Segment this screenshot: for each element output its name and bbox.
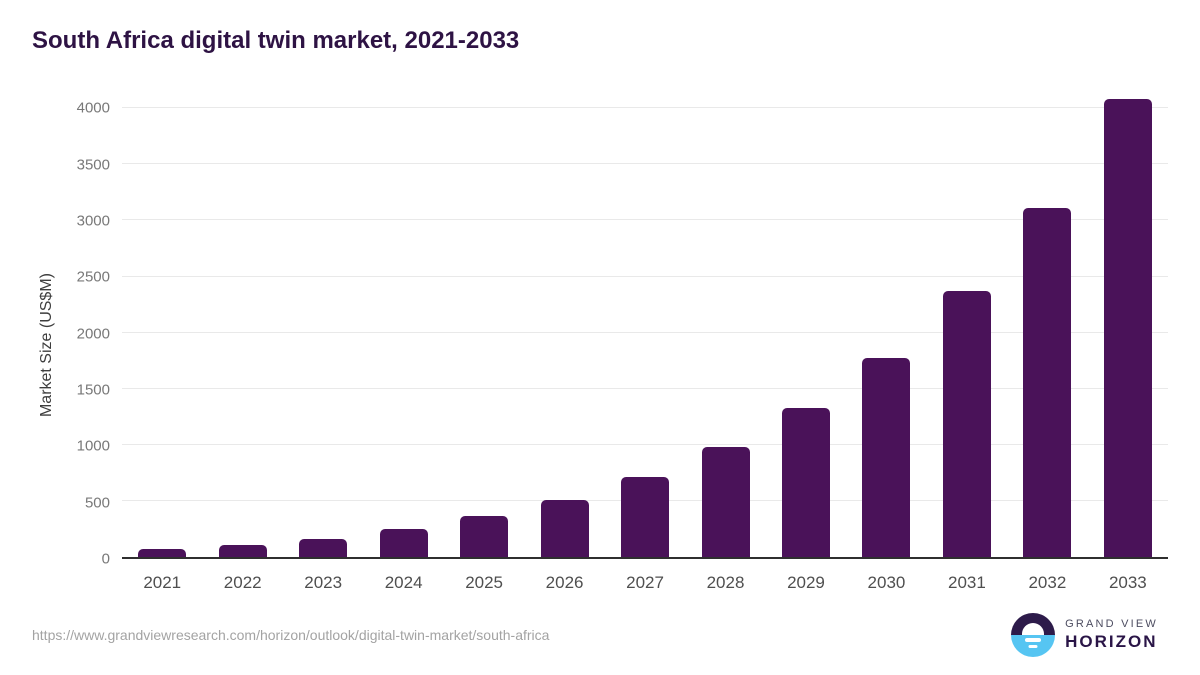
- x-tick-label: 2031: [948, 573, 986, 592]
- gridline: [122, 443, 1168, 445]
- x-tick-label: 2024: [384, 573, 423, 592]
- x-tick-label: 2029: [787, 573, 825, 592]
- x-axis-ticks: 2021 2022 2023 2024 2025 2026 2027 2028 2029 2030…: [122, 559, 1168, 593]
- grand-view-horizon-logo: GRAND VIEW HORIZON: [1011, 613, 1158, 657]
- x-tick-label: 2027: [626, 573, 664, 592]
- bar-2025: [460, 516, 509, 557]
- x-tick-label: 2026: [545, 573, 584, 592]
- bar-2031: [942, 291, 991, 557]
- x-tick-label: 2025: [465, 573, 504, 592]
- gridline: [122, 275, 1168, 277]
- y-tick-label: 1000: [76, 437, 110, 455]
- footer: https://www.grandviewresearch.com/horizo…: [0, 613, 1200, 657]
- y-tick-label: 3500: [76, 156, 110, 174]
- sunrise-horizon-icon: [1011, 613, 1056, 657]
- bar-2032: [1023, 208, 1072, 557]
- x-tick-label: 2030: [867, 573, 906, 592]
- bar-2021: [138, 549, 187, 557]
- bar-2030: [862, 357, 911, 557]
- y-axis-title: Market Size (US$M): [38, 272, 55, 418]
- y-tick-label: 1500: [76, 381, 110, 399]
- bar-2026: [540, 499, 589, 557]
- x-tick-label: 2021: [143, 573, 182, 592]
- source-url: https://www.grandviewresearch.com/horizo…: [32, 627, 550, 643]
- y-tick-label: 3000: [76, 212, 110, 230]
- gridline: [122, 163, 1168, 165]
- bar-2029: [781, 408, 830, 557]
- bar-2027: [621, 477, 670, 557]
- gridline: [122, 219, 1168, 221]
- bar-2028: [701, 446, 750, 557]
- gridline: [122, 387, 1168, 389]
- gridline: [122, 331, 1168, 333]
- y-axis-ticks: 0 500 1000 1500 2000 2500 3000 3500 4000: [64, 97, 110, 568]
- x-tick-label: 2022: [223, 573, 262, 592]
- x-tick-label: 2023: [304, 573, 343, 592]
- chart-area: Market Size (US$M) 0 500 1000 1500 2000 2500 3…: [0, 97, 1200, 593]
- bar-2022: [218, 545, 267, 557]
- bar-2033: [1103, 99, 1152, 557]
- bar-2024: [379, 528, 428, 557]
- chart-title: South Africa digital twin market, 2021-2…: [32, 27, 520, 54]
- y-tick-label: 0: [101, 550, 110, 568]
- gridline: [122, 107, 1168, 109]
- x-tick-label: 2032: [1028, 573, 1067, 592]
- x-tick-label: 2028: [706, 573, 745, 592]
- bar-2023: [299, 539, 348, 557]
- y-tick-label: 2500: [76, 268, 110, 286]
- logo-text-grand-view: GRAND VIEW: [1065, 618, 1158, 630]
- y-tick-label: 2000: [76, 325, 110, 343]
- logo-text-horizon: HORIZON: [1065, 632, 1158, 651]
- y-tick-label: 4000: [76, 99, 110, 117]
- plot: [122, 97, 1168, 559]
- x-tick-label: 2033: [1108, 573, 1147, 592]
- bars-container: [122, 97, 1168, 557]
- y-tick-label: 500: [84, 494, 110, 512]
